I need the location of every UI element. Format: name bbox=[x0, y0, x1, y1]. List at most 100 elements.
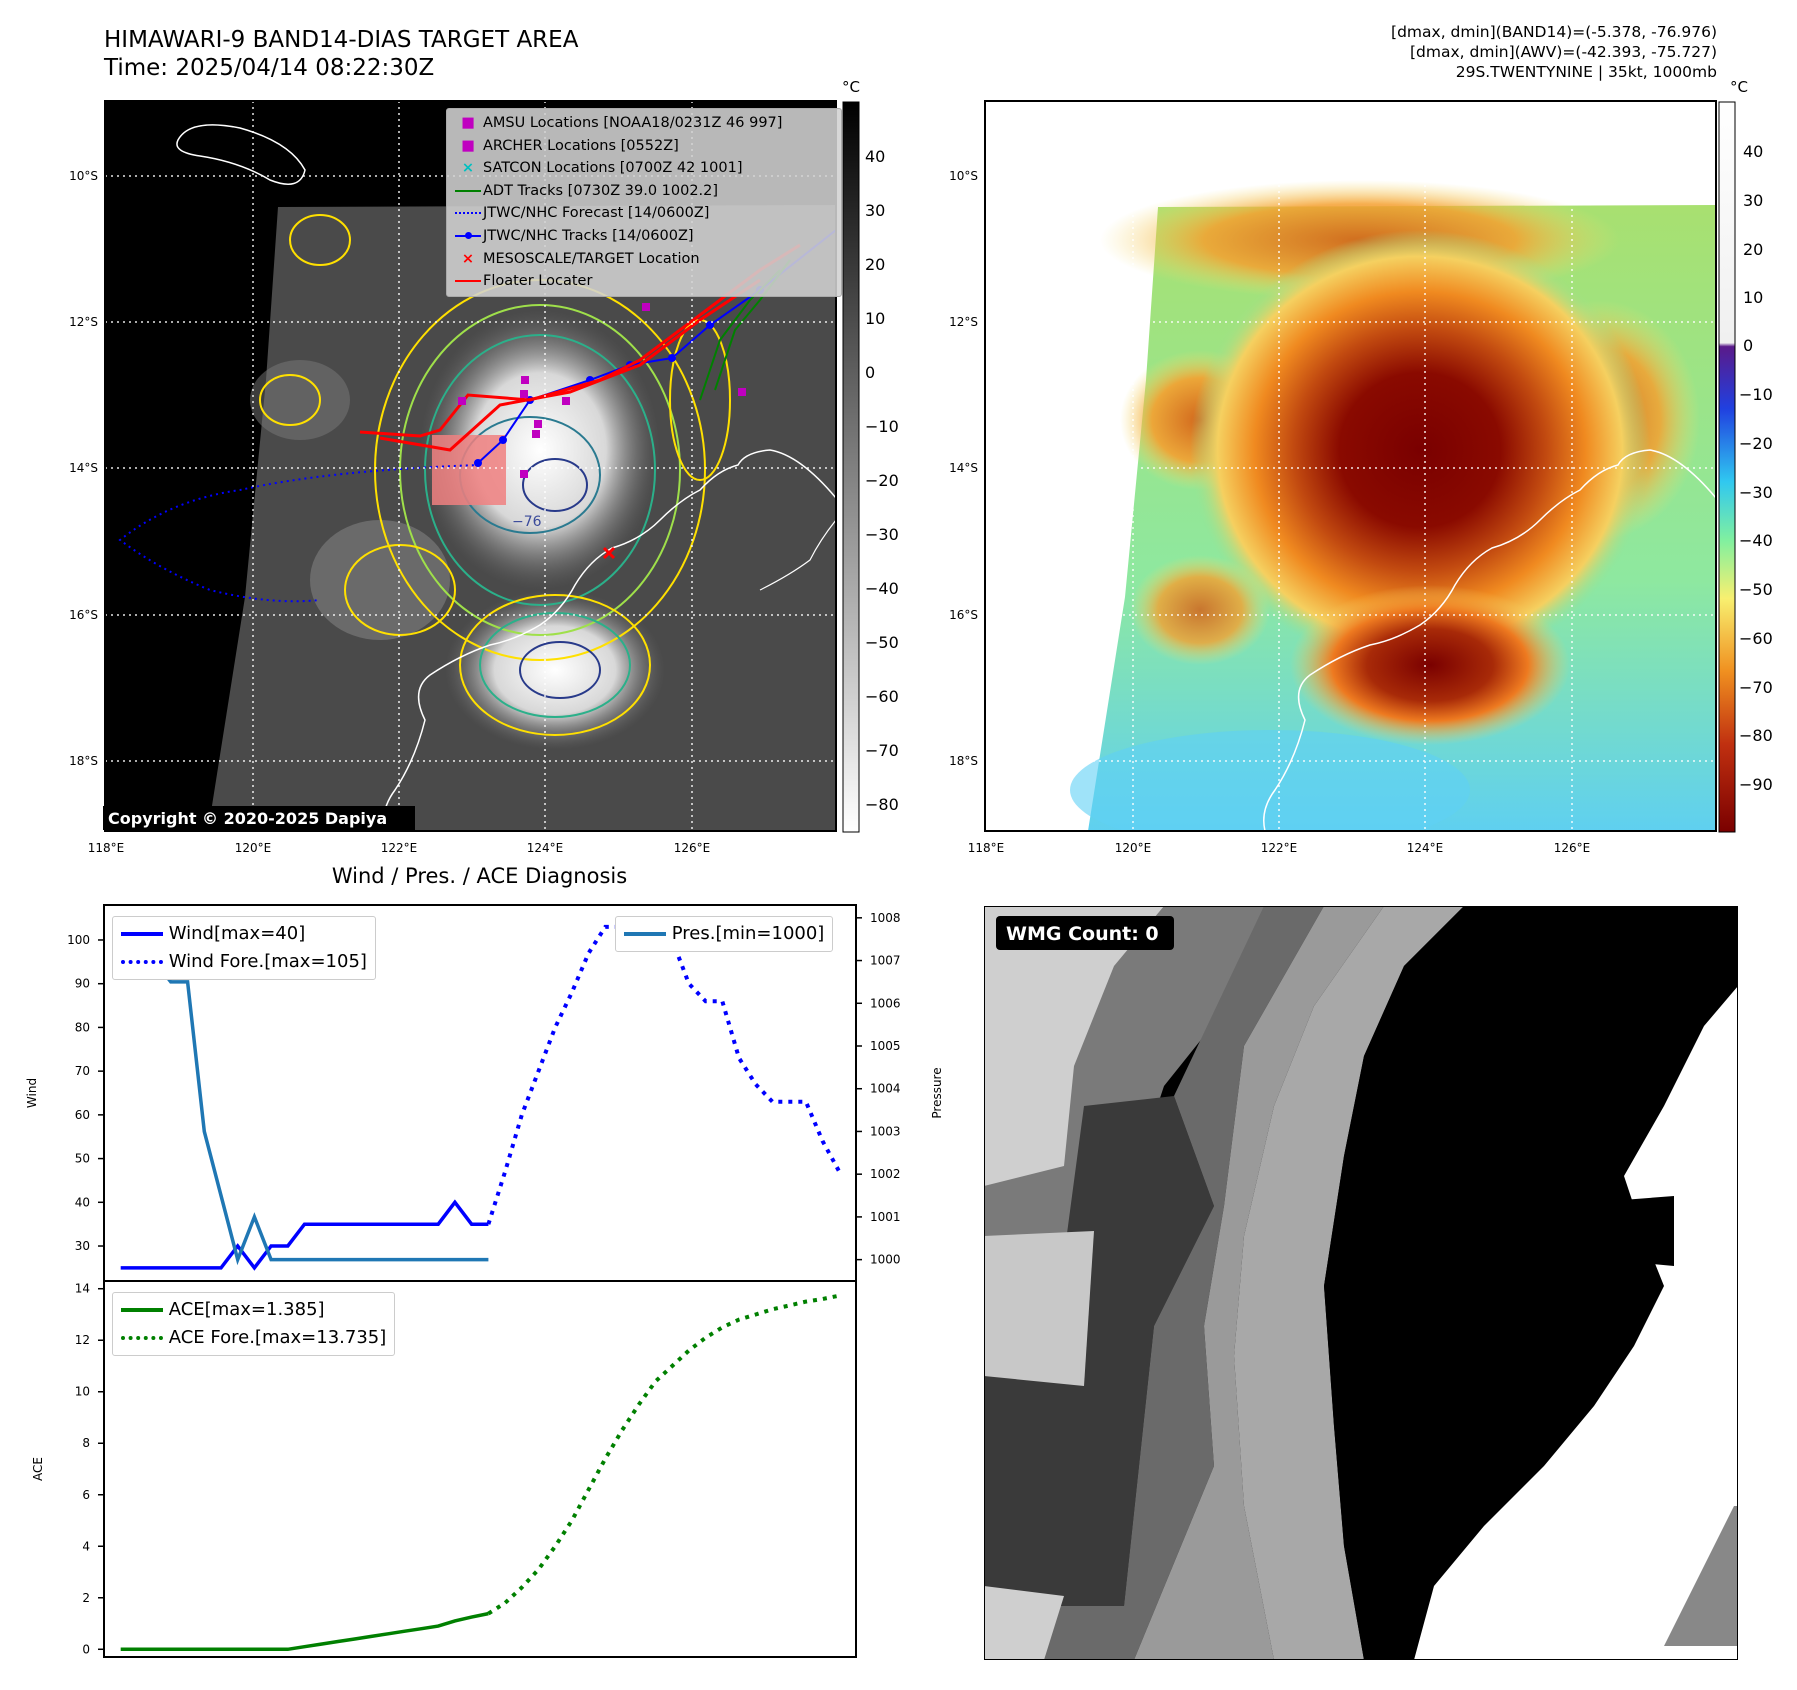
colorbar-tick: 40 bbox=[865, 147, 885, 166]
lon-label: 124°E bbox=[527, 841, 564, 855]
lon-label: 120°E bbox=[1115, 841, 1152, 855]
y-tick-label: 12 bbox=[75, 1333, 90, 1347]
floater-area bbox=[432, 435, 506, 505]
lon-label: 122°E bbox=[381, 841, 418, 855]
wind-legend: Wind[max=40] Wind Fore.[max=105] bbox=[112, 916, 376, 980]
enhanced-ir-map: 10°S 12°S 14°S 16°S 18°S 118°E 120°E 122… bbox=[949, 100, 1717, 855]
ace-axis-label: ACE bbox=[31, 1457, 45, 1481]
colorbar-tick: −70 bbox=[1739, 678, 1773, 697]
legend-item: ACE[max=1.385] bbox=[121, 1296, 386, 1324]
y-tick-label: 50 bbox=[75, 1152, 90, 1166]
colorbar-tick: −30 bbox=[1739, 483, 1773, 502]
legend-item: Wind Fore.[max=105] bbox=[121, 948, 367, 976]
lon-label: 118°E bbox=[968, 841, 1005, 855]
stats-block: [dmax, dmin](BAND14)=(-5.378, -76.976) [… bbox=[1391, 22, 1717, 82]
legend-item: Floater Locater bbox=[453, 270, 835, 293]
colorbar-tick: 40 bbox=[1743, 142, 1763, 161]
y-right-tick-label: 1000 bbox=[870, 1253, 901, 1267]
colorbar-tick: 20 bbox=[865, 255, 885, 274]
gray-colorbar: °C 40 30 20 10 0 −10 −20 −30 −40 −50 −60… bbox=[842, 78, 899, 833]
lat-label: 12°S bbox=[949, 315, 978, 329]
wind-axis-label: Wind bbox=[25, 1078, 39, 1108]
pressure-legend: Pres.[min=1000] bbox=[615, 916, 834, 952]
y-tick-label: 100 bbox=[67, 933, 90, 947]
colorbar-tick: −30 bbox=[865, 525, 899, 544]
y-tick-label: 70 bbox=[75, 1064, 90, 1078]
colorbar-tick: −80 bbox=[865, 795, 899, 814]
y-tick-label: 4 bbox=[82, 1539, 90, 1553]
forecast-track bbox=[118, 464, 481, 603]
lon-label: 126°E bbox=[1554, 841, 1591, 855]
legend-item: Pres.[min=1000] bbox=[624, 920, 824, 948]
colorbar-tick: 30 bbox=[1743, 191, 1763, 210]
map-legend: ■ AMSU Locations [NOAA18/0231Z 46 997] ■ A… bbox=[446, 108, 842, 297]
copyright: Copyright © 2020-2025 Dapiya bbox=[108, 809, 387, 828]
colorbar-tick: 10 bbox=[865, 309, 885, 328]
legend-item: ADT Tracks [0730Z 39.0 1002.2] bbox=[453, 180, 835, 203]
lat-label: 10°S bbox=[949, 169, 978, 183]
lat-label: 10°S bbox=[69, 169, 98, 183]
colorbar-tick: −80 bbox=[1739, 726, 1773, 745]
legend-item: JTWC/NHC Tracks [14/0600Z] bbox=[453, 225, 835, 248]
legend-item: Wind[max=40] bbox=[121, 920, 367, 948]
legend-item: ACE Fore.[max=13.735] bbox=[121, 1324, 386, 1352]
target-location-marker bbox=[602, 546, 616, 560]
title-line2: Time: 2025/04/14 08:22:30Z bbox=[104, 55, 435, 81]
lat-label: 12°S bbox=[69, 315, 98, 329]
colorbar-tick: 0 bbox=[865, 363, 875, 382]
y-tick-label: 8 bbox=[82, 1436, 90, 1450]
lon-label: 124°E bbox=[1407, 841, 1444, 855]
lat-label: 16°S bbox=[69, 608, 98, 622]
colorbar-tick: 0 bbox=[1743, 336, 1753, 355]
wmg-panel: WMG Count: 0 bbox=[984, 906, 1738, 1660]
y-right-tick-label: 1005 bbox=[870, 1039, 901, 1053]
series-line-1 bbox=[487, 1293, 840, 1616]
y-right-tick-label: 1008 bbox=[870, 911, 901, 925]
y-tick-label: 30 bbox=[75, 1239, 90, 1253]
coastline bbox=[383, 449, 836, 831]
y-tick-label: 40 bbox=[75, 1195, 90, 1209]
legend-item: × MESOSCALE/TARGET Location bbox=[461, 250, 700, 267]
colorbar-tick: −40 bbox=[1739, 531, 1773, 550]
chart-title: HIMAWARI-9 BAND14-DIAS TARGET AREA Time:… bbox=[104, 26, 578, 82]
wmg-count-label: WMG Count: 0 bbox=[1006, 923, 1159, 945]
colorbar-tick: 30 bbox=[865, 201, 885, 220]
colorbar-tick: −40 bbox=[865, 579, 899, 598]
diagnosis-title: Wind / Pres. / ACE Diagnosis bbox=[331, 864, 628, 888]
contour-label: −76 bbox=[512, 514, 542, 530]
stats-band14: [dmax, dmin](BAND14)=(-5.378, -76.976) bbox=[1391, 23, 1717, 41]
y-right-tick-label: 1004 bbox=[870, 1082, 901, 1096]
colorbar-tick: 20 bbox=[1743, 240, 1763, 259]
legend-item: JTWC/NHC Forecast [14/0600Z] bbox=[453, 202, 835, 225]
y-right-tick-label: 1006 bbox=[870, 996, 901, 1010]
y-tick-label: 2 bbox=[82, 1591, 90, 1605]
y-right-tick-label: 1003 bbox=[870, 1124, 901, 1138]
y-tick-label: 10 bbox=[75, 1385, 90, 1399]
y-tick-label: 90 bbox=[75, 977, 90, 991]
lon-label: 118°E bbox=[88, 841, 125, 855]
pressure-axis-label: Pressure bbox=[930, 1067, 944, 1118]
lat-label: 14°S bbox=[69, 461, 98, 475]
series-line-2 bbox=[119, 917, 489, 1266]
colorbar-unit: °C bbox=[842, 78, 860, 96]
title-line1: HIMAWARI-9 BAND14-DIAS TARGET AREA bbox=[104, 27, 579, 53]
colorbar-tick: −50 bbox=[1739, 580, 1773, 599]
series-line-1 bbox=[486, 924, 842, 1225]
color-colorbar: °C 40 30 20 10 0 −10 −20 −30 −40 −50 −60… bbox=[1718, 78, 1773, 833]
colorbar-tick: −50 bbox=[865, 633, 899, 652]
y-tick-label: 80 bbox=[75, 1020, 90, 1034]
legend-item: ■ AMSU Locations [NOAA18/0231Z 46 997] bbox=[461, 115, 783, 131]
colorbar-tick: −20 bbox=[1739, 434, 1773, 453]
lon-label: 126°E bbox=[674, 841, 711, 855]
colorbar-tick: −10 bbox=[865, 417, 899, 436]
lat-label: 16°S bbox=[949, 608, 978, 622]
colorbar-tick: −10 bbox=[1739, 385, 1773, 404]
legend-item: × SATCON Locations [0700Z 42 1001] bbox=[461, 160, 743, 177]
lon-label: 122°E bbox=[1261, 841, 1298, 855]
y-right-tick-label: 1002 bbox=[870, 1167, 901, 1181]
stats-awv: [dmax, dmin](AWV)=(-42.393, -75.727) bbox=[1410, 43, 1717, 61]
storm-info: 29S.TWENTYNINE | 35kt, 1000mb bbox=[1455, 63, 1717, 81]
diagnosis-chart: Wind Pressure ACE 3040506070809010010001… bbox=[25, 904, 944, 1658]
y-tick-label: 14 bbox=[75, 1282, 90, 1296]
y-right-tick-label: 1007 bbox=[870, 954, 901, 968]
